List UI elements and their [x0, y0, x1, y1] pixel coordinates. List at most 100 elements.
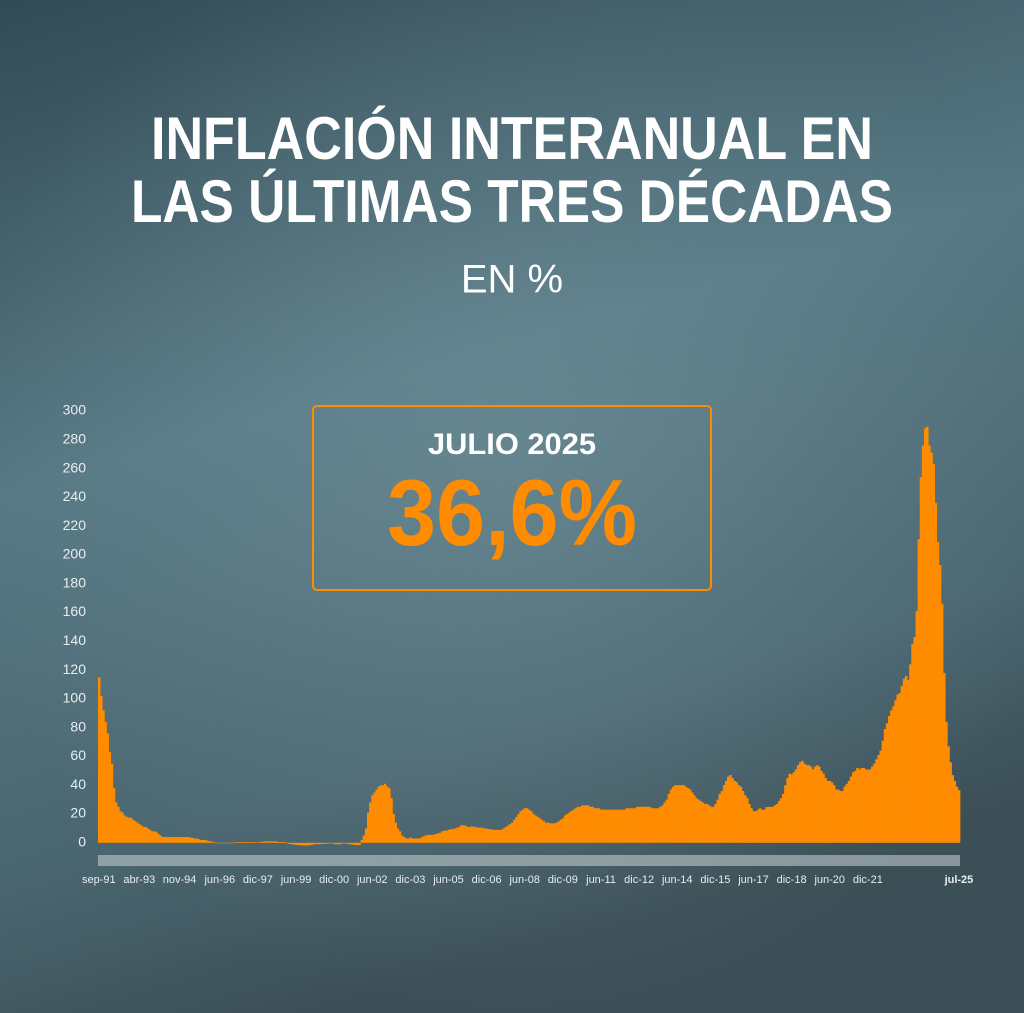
bar [110, 763, 114, 843]
bar [216, 842, 220, 844]
bar [144, 826, 148, 843]
bar [297, 842, 300, 845]
bar [538, 818, 541, 843]
bar [771, 806, 774, 843]
y-tick-label: 100 [63, 690, 87, 706]
bar [161, 837, 165, 843]
bar [542, 821, 546, 843]
bar [570, 811, 573, 843]
bar [640, 806, 643, 843]
bar [510, 822, 514, 843]
bar [426, 834, 429, 843]
bar [936, 541, 940, 843]
bar [405, 838, 408, 843]
bar [830, 782, 834, 843]
bar [786, 778, 789, 843]
bar [885, 723, 889, 843]
bar [930, 452, 933, 843]
bar [176, 837, 179, 843]
bar [527, 809, 531, 843]
bar [407, 838, 410, 843]
bar [409, 837, 412, 843]
bar [373, 792, 376, 843]
bar [366, 812, 370, 843]
bar [608, 809, 611, 843]
bar [227, 842, 230, 844]
bar [788, 773, 791, 843]
bar [233, 842, 237, 843]
bar [669, 789, 673, 843]
bar [208, 841, 211, 843]
bar [328, 842, 332, 844]
bar [125, 816, 129, 843]
bar [494, 829, 497, 843]
x-tick-label: dic-21 [853, 874, 883, 886]
bar [633, 808, 637, 843]
bar [479, 827, 482, 843]
bar [862, 767, 866, 843]
bar [345, 842, 349, 844]
x-tick-label: dic-03 [395, 874, 425, 886]
bar [396, 828, 400, 843]
bar [953, 780, 957, 843]
bar [536, 816, 539, 843]
bar [98, 677, 101, 843]
bar [119, 811, 122, 843]
bar [811, 769, 815, 843]
bar [705, 803, 709, 843]
bar [826, 780, 830, 843]
bar [318, 842, 321, 845]
bar [871, 766, 874, 843]
bar [627, 808, 630, 843]
y-tick-label: 300 [63, 402, 87, 418]
bar [127, 817, 131, 843]
bar [191, 837, 194, 843]
bar [561, 818, 565, 843]
bar [167, 837, 171, 843]
bar [712, 806, 715, 843]
bar [650, 808, 654, 843]
bar [574, 808, 578, 843]
bar [390, 798, 393, 843]
bar [400, 835, 404, 843]
bar [290, 842, 294, 845]
bar [299, 842, 302, 846]
x-tick-label: jun-14 [661, 874, 693, 886]
y-tick-label: 60 [70, 747, 86, 763]
bar [381, 785, 385, 843]
bar [555, 822, 558, 843]
bar [591, 806, 594, 843]
bar [701, 802, 705, 843]
bar [858, 769, 861, 843]
bar [837, 789, 840, 843]
bar [197, 839, 201, 843]
bar [775, 803, 779, 843]
bar [523, 808, 527, 843]
bar [458, 826, 461, 843]
bar [597, 808, 601, 843]
bar [189, 837, 192, 843]
bar [311, 842, 315, 845]
bar [758, 808, 762, 843]
x-tick-label: jul-25 [944, 874, 974, 886]
y-tick-label: 280 [63, 430, 87, 446]
y-tick-label: 40 [70, 776, 86, 792]
bar [229, 842, 232, 844]
bar [580, 805, 584, 843]
bar [441, 831, 444, 843]
bar [203, 839, 207, 843]
bar [731, 778, 734, 843]
bar [868, 769, 872, 843]
x-tick-label: jun-20 [813, 874, 845, 886]
bar [309, 842, 313, 845]
bar [220, 842, 224, 844]
bar [682, 785, 686, 843]
bar [671, 786, 675, 843]
bar [809, 766, 813, 843]
bar [292, 842, 296, 845]
bar [432, 834, 436, 843]
bar [265, 841, 268, 843]
bar [631, 808, 635, 843]
bar [815, 765, 819, 843]
bar [102, 710, 105, 843]
